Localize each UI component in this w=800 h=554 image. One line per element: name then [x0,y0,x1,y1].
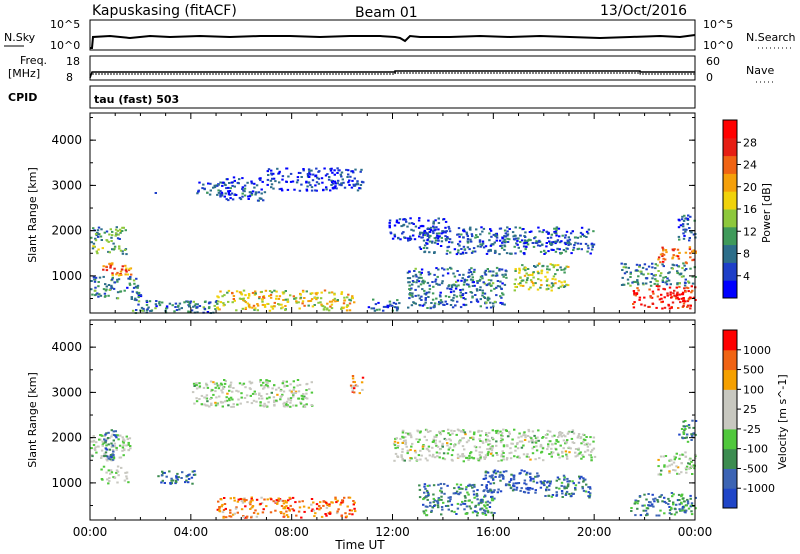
x-axis-label: Time UT [334,538,385,552]
colorbar-tick-label: 25 [743,403,757,416]
power-data-layer [90,167,697,314]
freq-label: Freq. [20,54,47,67]
y-tick-label: 3000 [51,178,82,192]
freq-unit-label: [MHz] [8,67,40,80]
power-region [154,192,157,194]
y-tick-label: 4000 [51,133,82,147]
freq-tick-high: 18 [66,55,80,68]
colorbar-tick-label: 4 [743,270,750,283]
x-tick-label: 08:00 [274,525,309,539]
x-tick-label: 12:00 [375,525,410,539]
nsearch-tick-low: 10^0 [703,39,733,52]
cpid-label: CPID [8,91,37,104]
freq-trace [89,70,695,79]
power-region [513,262,570,292]
colorbar-tick-label: 1000 [743,344,771,357]
power-region [657,246,697,265]
freq-panel: Freq. [MHz] 18 8 60 0 Nave [8,54,776,84]
power-region [219,176,267,202]
y-tick-label: 3000 [51,385,82,399]
power-colorbar: 28 24 20 16 12 8 4 [722,119,757,299]
colorbar-tick-label: 20 [743,181,757,194]
beam-title: Beam 01 [355,5,418,21]
station-title: Kapuskasing (fitACF) [92,3,237,19]
power-panel: 1000 2000 3000 4000 Slant Range [km] [26,112,697,314]
nave-label: Nave [746,64,774,77]
power-region [677,214,697,242]
velocity-region [157,470,197,485]
velocity-region [392,428,597,463]
colorbar-tick-label: -100 [743,443,768,456]
colorbar-tick-label: -1000 [743,482,775,495]
colorbar-tick-label: 100 [743,383,764,396]
y-tick-label: 1000 [51,269,82,283]
velocity-colorbar: 1000 500 100 25 -25 -100 -500 -1000 [722,329,775,509]
colorbar-tick-label: 500 [743,364,764,377]
power-region [90,275,143,300]
velocity-region [191,379,314,408]
velocity-panel: 1000 2000 3000 4000 Slant Range [km] [26,319,698,521]
colorbar-tick-label: 24 [743,159,757,172]
nave-trace [92,72,695,75]
x-tick-label: 00:00 [73,525,108,539]
freq-tick-low: 8 [66,71,73,84]
power-region [632,285,697,310]
x-tick-label: 00:00 [678,525,713,539]
colorbar-tick-label: -25 [743,423,761,436]
y-tick-label: 1000 [51,476,82,490]
power-region [196,181,225,196]
x-tick-label: 16:00 [476,525,511,539]
power-region [367,298,401,312]
power-region [406,266,508,310]
velocity-region [418,482,496,517]
power-region [417,226,596,256]
velocity-y-label: Slant Range [km] [26,372,39,468]
x-tick-label: 04:00 [174,525,209,539]
noise-panel: N.Sky 10^5 10^0 10^5 10^0 N.Search [4,18,796,52]
velocity-region [630,492,697,517]
colorbar-tick-label: 28 [743,136,757,149]
date-title: 13/Oct/2016 [600,3,687,19]
cpid-value: tau (fast) 503 [94,93,179,106]
velocity-region [678,419,698,443]
nsky-tick-high: 10^5 [50,18,80,31]
power-region [266,167,365,192]
velocity-region [544,474,592,499]
velocity-region [103,429,118,461]
velocity-region [657,451,697,476]
velocity-data-layer [90,375,698,519]
time-axis: 00:00 04:00 08:00 12:00 16:00 20:00 00:00 [73,113,713,539]
nave-tick-low: 0 [706,71,713,84]
nsearch-tick-high: 10^5 [703,18,733,31]
velocity-y-axis: 1000 2000 3000 4000 [51,324,695,507]
x-tick-label: 20:00 [577,525,612,539]
power-region [620,262,697,287]
cpid-panel: CPID tau (fast) 503 [8,85,696,109]
colorbar-tick-label: 16 [743,203,757,216]
power-y-label: Slant Range [km] [26,167,39,263]
power-colorbar-label: Power [dB] [760,183,773,243]
nsky-trace [90,34,696,49]
nsky-label: N.Sky [4,31,36,44]
colorbar-tick-label: 8 [743,248,750,261]
y-tick-label: 4000 [51,340,82,354]
velocity-region [216,496,357,519]
power-y-axis: 1000 2000 3000 4000 [51,117,695,300]
nsky-tick-low: 10^0 [50,39,80,52]
power-region [90,226,128,256]
colorbar-tick-label: 12 [743,225,757,238]
y-tick-label: 2000 [51,431,82,445]
power-region [102,262,133,277]
velocity-region [100,465,130,485]
power-region [131,298,218,314]
power-region [216,289,356,312]
velocity-colorbar-label: Velocity [m s^-1] [776,374,789,469]
velocity-region [349,375,365,395]
nave-tick-high: 60 [706,55,720,68]
colorbar-tick-label: -500 [743,462,768,475]
y-tick-label: 2000 [51,224,82,238]
nsearch-label: N.Search [746,31,796,44]
